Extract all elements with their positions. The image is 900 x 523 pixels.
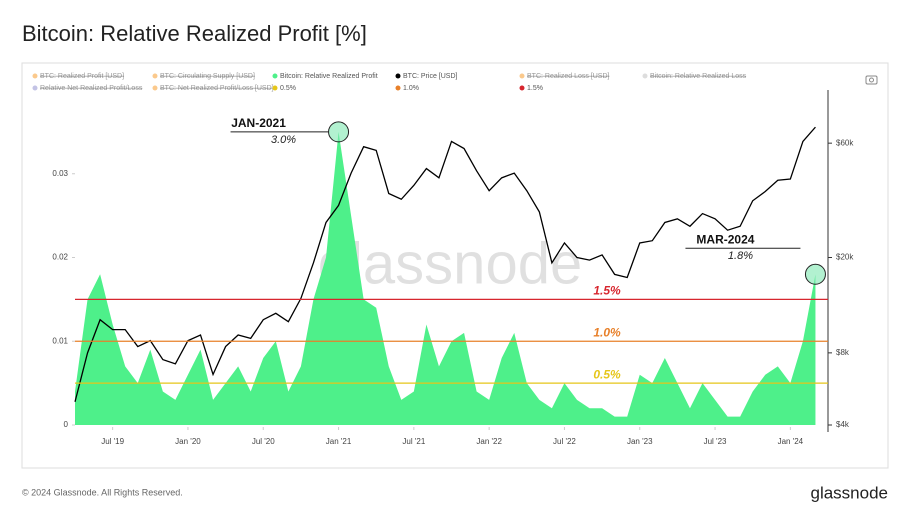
y2-tick-label: $60k: [836, 138, 854, 147]
threshold-label: 0.5%: [593, 367, 621, 381]
legend-swatch: [152, 85, 158, 91]
legend-label: BTC: Net Realized Profit/Loss [USD]: [160, 85, 274, 92]
legend-item[interactable]: BTC: Realized Profit [USD]: [32, 73, 125, 80]
x-tick-label: Jan '24: [778, 437, 804, 446]
y2-tick-label: $4k: [836, 420, 850, 429]
legend-label: BTC: Circulating Supply [USD]: [160, 73, 255, 80]
threshold-label: 1.0%: [593, 325, 621, 339]
legend-item[interactable]: Bitcoin: Relative Realized Profit: [272, 73, 378, 80]
area-series: [75, 131, 816, 425]
x-tick-label: Jan '21: [326, 437, 352, 446]
y-tick-label: 0.01: [52, 336, 68, 345]
x-tick-label: Jan '23: [627, 437, 653, 446]
annotation-title: JAN-2021: [231, 116, 286, 130]
y-tick-label: 0.02: [52, 253, 68, 262]
legend-label: Relative Net Realized Profit/Loss: [40, 85, 143, 92]
legend-swatch: [519, 73, 525, 79]
legend-label: Bitcoin: Relative Realized Loss: [650, 73, 747, 80]
legend-item[interactable]: BTC: Net Realized Profit/Loss [USD]: [152, 85, 274, 92]
legend-label: BTC: Price [USD]: [403, 73, 458, 80]
legend-label: 1.5%: [527, 85, 543, 92]
legend-label: 0.5%: [280, 85, 296, 92]
legend-label: 1.0%: [403, 85, 419, 92]
legend-swatch: [395, 85, 401, 91]
price-line: [74, 126, 816, 402]
legend-item[interactable]: 0.5%: [272, 85, 296, 92]
legend-item[interactable]: 1.5%: [519, 85, 543, 92]
legend-item[interactable]: BTC: Price [USD]: [395, 73, 458, 80]
annotation-title: MAR-2024: [696, 232, 754, 246]
legend-swatch: [642, 73, 648, 79]
x-tick-label: Jul '22: [553, 437, 576, 446]
legend-label: BTC: Realized Loss [USD]: [527, 73, 610, 80]
x-tick-label: Jul '21: [402, 437, 425, 446]
x-tick-label: Jul '23: [704, 437, 727, 446]
annotation-marker: [804, 263, 826, 285]
legend-swatch: [519, 85, 525, 91]
legend-swatch: [152, 73, 158, 79]
legend-swatch: [395, 73, 401, 79]
y2-tick-label: $20k: [836, 253, 854, 262]
threshold-label: 1.5%: [593, 284, 621, 298]
annotation-marker: [328, 121, 350, 143]
legend-swatch: [272, 73, 278, 79]
annotation-value: 1.8%: [728, 250, 753, 262]
watermark: glassnode: [318, 231, 582, 296]
copyright: © 2024 Glassnode. All Rights Reserved.: [22, 487, 183, 497]
footer-logo: glassnode: [810, 483, 888, 502]
legend-item[interactable]: BTC: Circulating Supply [USD]: [152, 73, 255, 80]
legend-item[interactable]: Relative Net Realized Profit/Loss: [32, 85, 143, 92]
legend-item[interactable]: Bitcoin: Relative Realized Loss: [642, 73, 747, 80]
page-title: Bitcoin: Relative Realized Profit [%]: [22, 21, 367, 46]
x-tick-label: Jan '20: [175, 437, 201, 446]
x-tick-label: Jul '19: [101, 437, 124, 446]
legend-item[interactable]: 1.0%: [395, 85, 419, 92]
legend-swatch: [32, 85, 38, 91]
legend-swatch: [32, 73, 38, 79]
annotation-value: 3.0%: [271, 134, 296, 146]
y2-tick-label: $8k: [836, 348, 850, 357]
legend-label: Bitcoin: Relative Realized Profit: [280, 73, 378, 80]
camera-icon[interactable]: [865, 75, 878, 85]
legend-swatch: [272, 85, 278, 91]
x-tick-label: Jan '22: [476, 437, 502, 446]
y-tick-label: 0: [64, 420, 69, 429]
x-tick-label: Jul '20: [252, 437, 275, 446]
legend-item[interactable]: BTC: Realized Loss [USD]: [519, 73, 610, 80]
y-tick-label: 0.03: [52, 169, 68, 178]
legend-label: BTC: Realized Profit [USD]: [40, 73, 124, 80]
